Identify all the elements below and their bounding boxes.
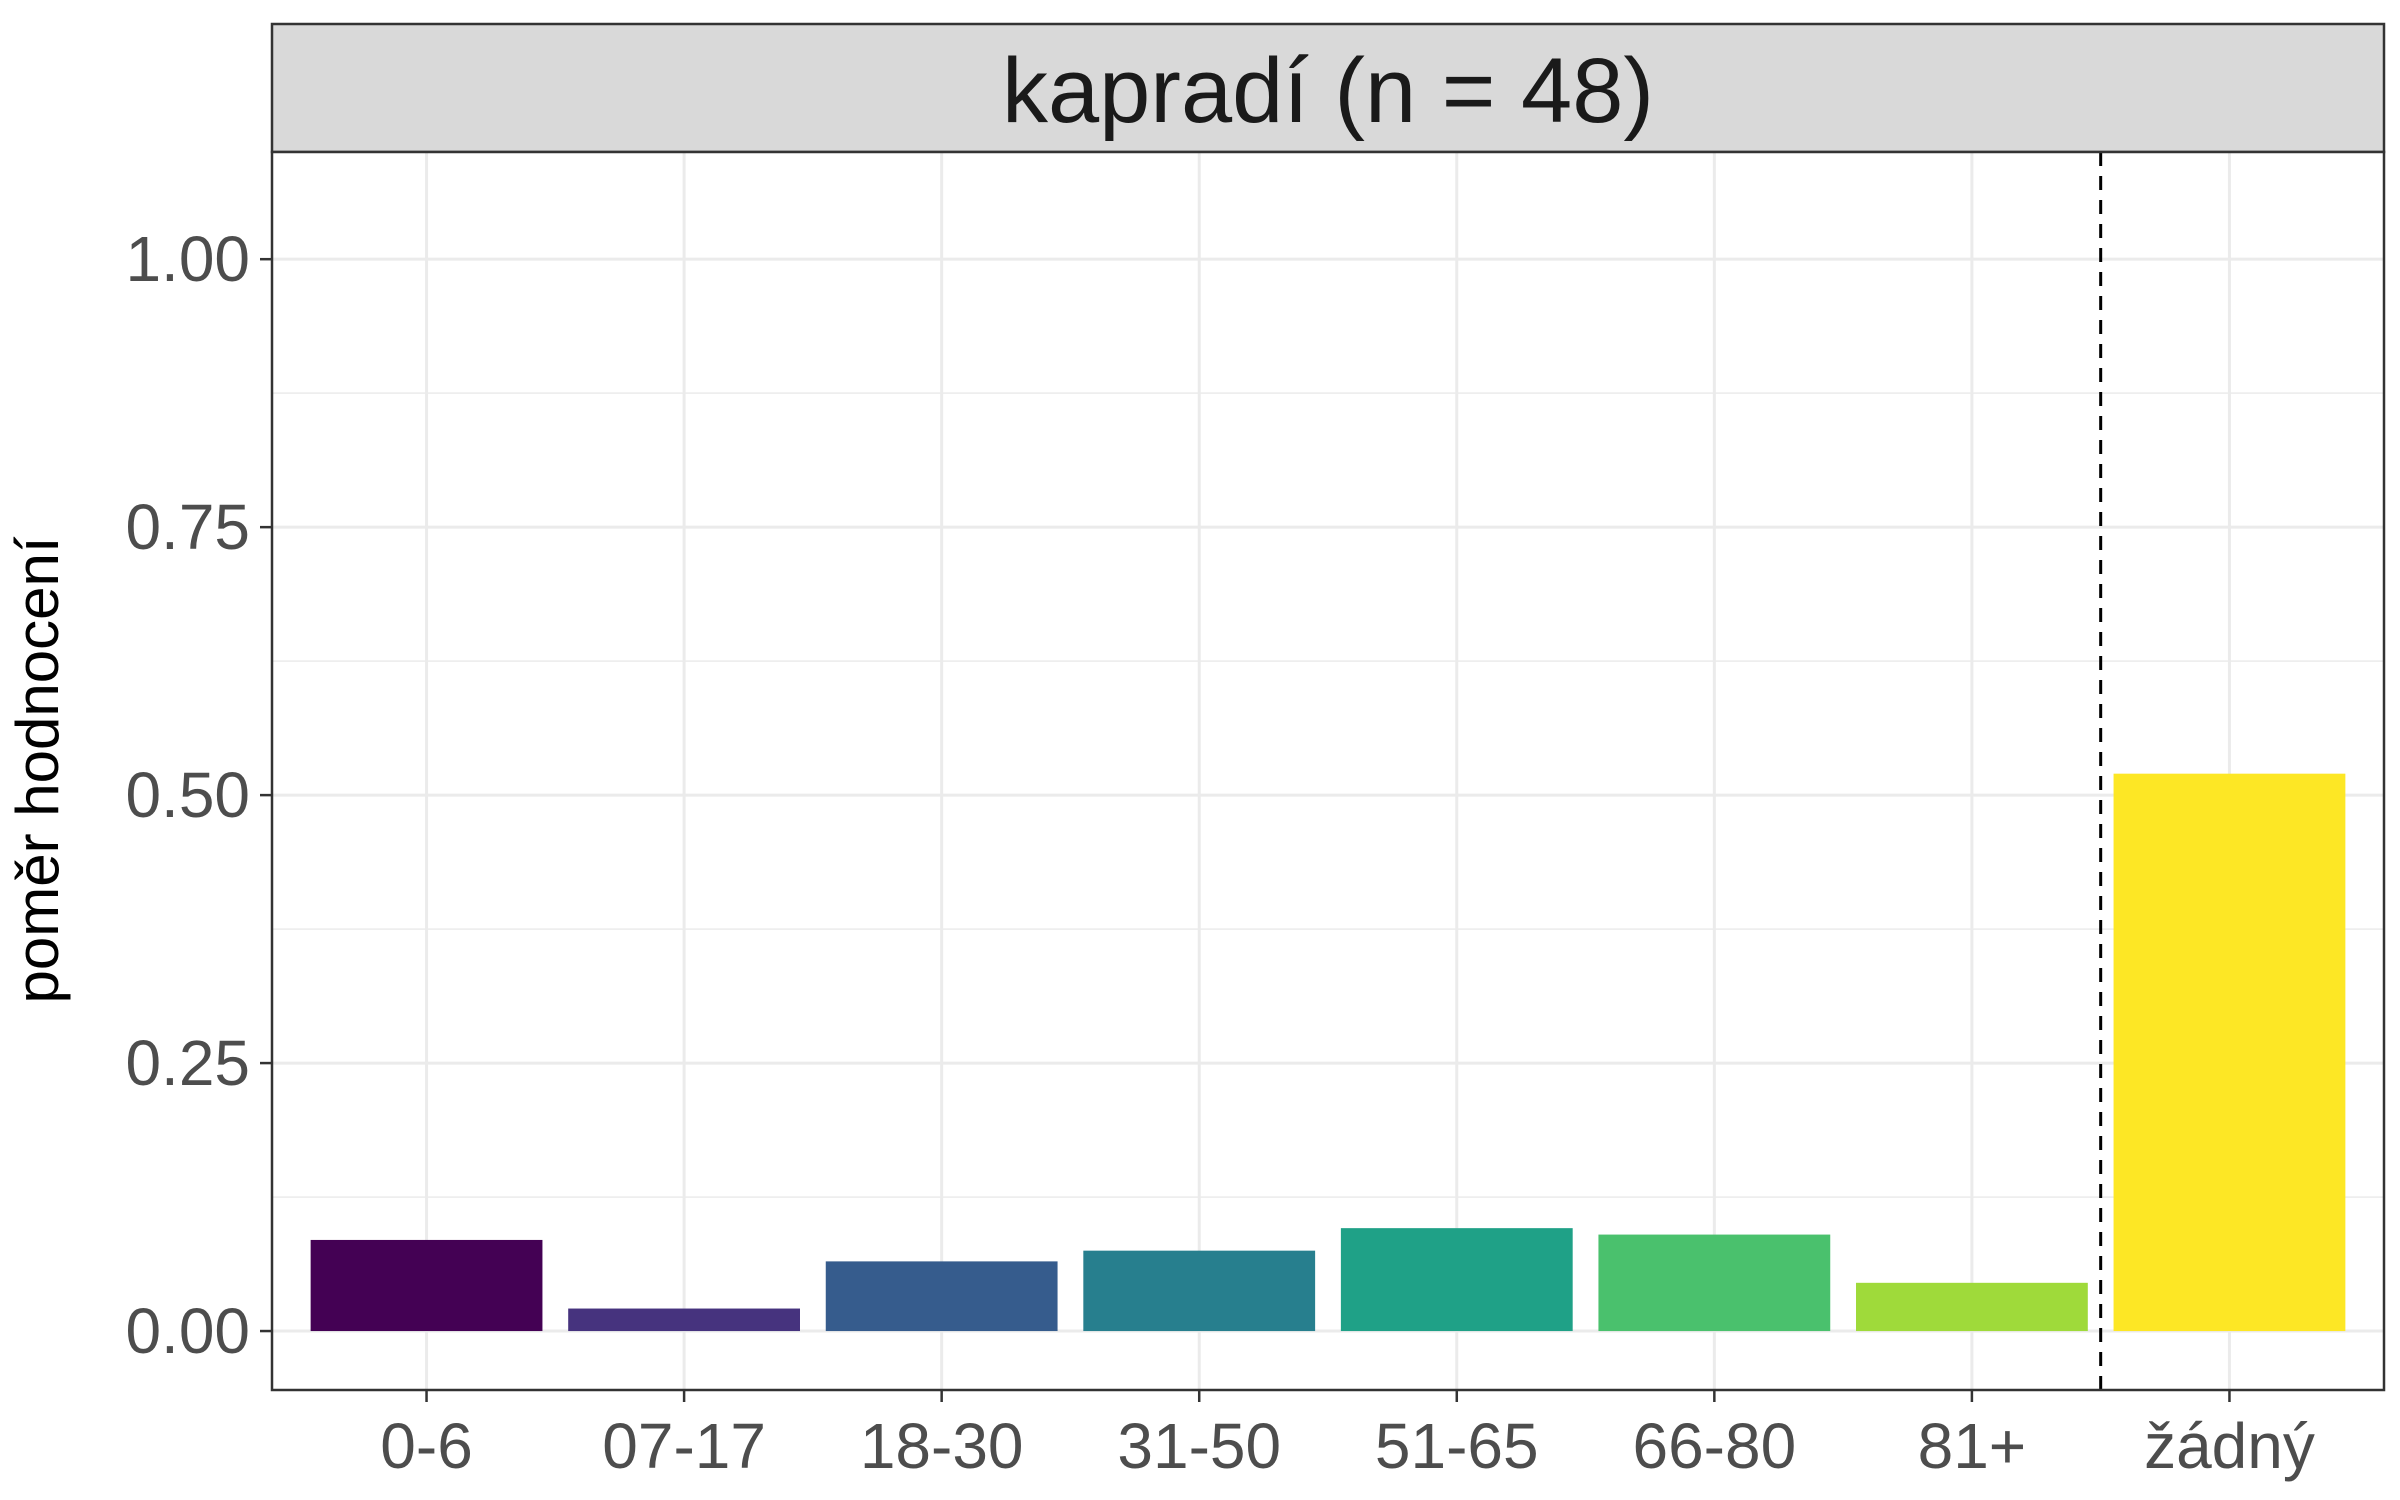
plot-panel bbox=[272, 152, 2384, 1390]
y-tick-label: 0.75 bbox=[125, 491, 250, 563]
y-axis: 0.00 0.25 0.50 0.75 1.00 bbox=[125, 223, 272, 1367]
facet-strip bbox=[270, 22, 2386, 154]
bar-0-6 bbox=[310, 1239, 543, 1332]
x-tick-label: 0-6 bbox=[380, 1410, 473, 1482]
x-tick-label: 66-80 bbox=[1632, 1410, 1796, 1482]
x-tick-label: 81+ bbox=[1918, 1410, 2027, 1482]
panel-border bbox=[270, 150, 2386, 1392]
bar-31-50 bbox=[1083, 1250, 1316, 1332]
x-tick-label: 07-17 bbox=[602, 1410, 766, 1482]
y-tick-label: 0.25 bbox=[125, 1027, 250, 1099]
x-tick-label: 18-30 bbox=[860, 1410, 1024, 1482]
facet-title: kapradí (n = 48) bbox=[1002, 40, 1654, 142]
y-tick-label: 0.50 bbox=[125, 759, 250, 831]
y-axis-title: poměr hodnocení bbox=[4, 536, 71, 1003]
bar-18-30 bbox=[825, 1261, 1058, 1332]
bar-žádný bbox=[2113, 773, 2346, 1332]
y-tick-label: 0.00 bbox=[125, 1295, 250, 1367]
bar-07-17 bbox=[568, 1308, 800, 1332]
x-tick-label: 51-65 bbox=[1375, 1410, 1539, 1482]
y-tick-label: 1.00 bbox=[125, 223, 250, 295]
bars bbox=[310, 773, 2346, 1332]
x-tick-label: 31-50 bbox=[1117, 1410, 1281, 1482]
bar-66-80 bbox=[1598, 1234, 1831, 1332]
bar-51-65 bbox=[1340, 1228, 1573, 1332]
x-tick-label: žádný bbox=[2144, 1410, 2315, 1482]
bar-81+ bbox=[1856, 1282, 2088, 1332]
grid-lines bbox=[272, 152, 2384, 1390]
x-axis: 0-6 07-17 18-30 31-50 51-65 66-80 81+ žádný bbox=[380, 1390, 2315, 1482]
